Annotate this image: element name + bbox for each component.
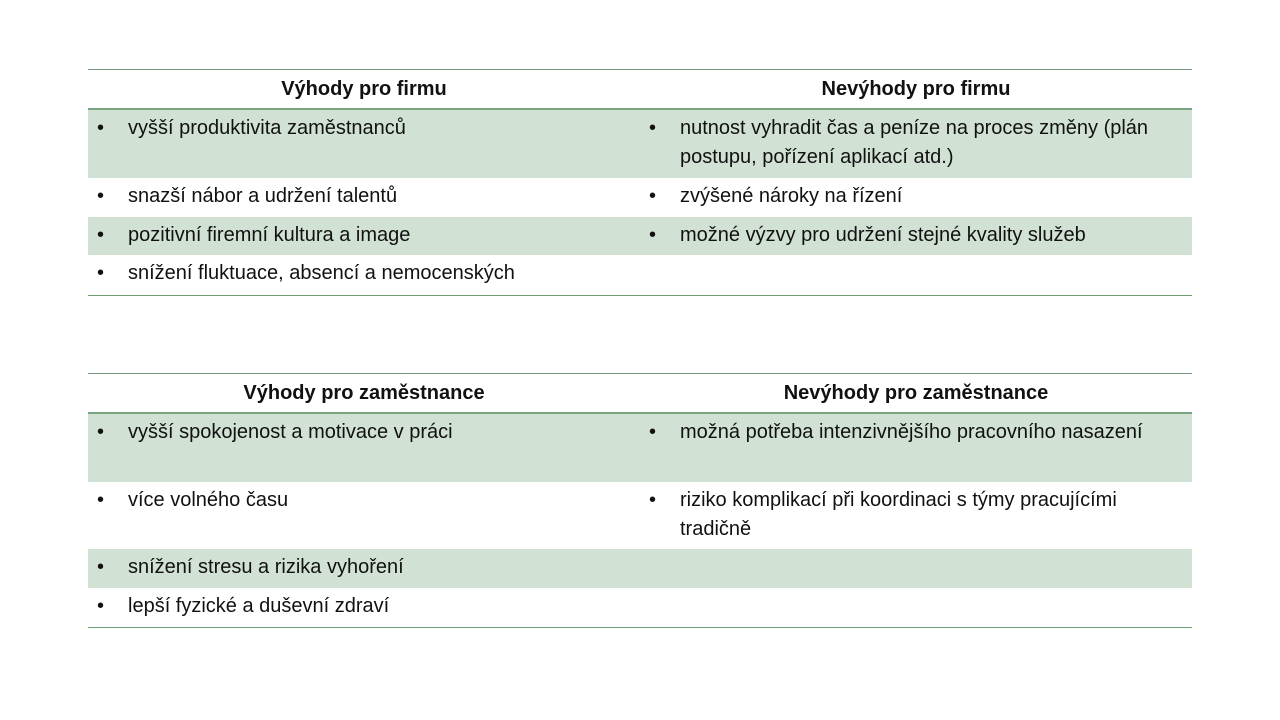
table-cell: • lepší fyzické a duševní zdraví — [88, 588, 640, 628]
bullet-icon: • — [97, 556, 105, 578]
list-item: • lepší fyzické a duševní zdraví — [88, 588, 640, 621]
list-item: • více volného času — [88, 482, 640, 515]
table-row: • lepší fyzické a duševní zdraví — [88, 588, 1192, 628]
table-row: • pozitivní firemní kultura a image • možné… — [88, 217, 1192, 255]
list-item-text: možná potřeba intenzivnějšího pracovního… — [680, 421, 1143, 443]
list-item: • vyšší spokojenost a motivace v práci — [88, 414, 640, 447]
table-cell — [640, 255, 1192, 296]
column-header-cons: Nevýhody pro zaměstnance — [640, 373, 1192, 414]
table-row: • snížení fluktuace, absencí a nemocenský… — [88, 255, 1192, 296]
list-item-text: vyšší produktivita zaměstnanců — [128, 117, 406, 139]
list-item-text: více volného času — [128, 489, 289, 511]
table-cell: • vyšší spokojenost a motivace v práci — [88, 413, 640, 482]
table-row: • více volného času • riziko komplikací při… — [88, 482, 1192, 549]
table-row: • vyšší produktivita zaměstnanců • nutnost … — [88, 109, 1192, 178]
table-row: • snazší nábor a udržení talentů • zvýšené … — [88, 178, 1192, 217]
list-item: • nutnost vyhradit čas a peníze na proces… — [640, 110, 1192, 172]
column-header-pros: Výhody pro firmu — [88, 69, 640, 110]
list-item-text: riziko komplikací při koordinaci s týmy … — [680, 489, 1117, 540]
column-header-pros: Výhody pro zaměstnance — [88, 373, 640, 414]
table-cell: • pozitivní firemní kultura a image — [88, 217, 640, 255]
list-item-text: snížení stresu a rizika vyhoření — [128, 556, 404, 578]
bullet-icon: • — [97, 262, 105, 284]
list-item: • snížení stresu a rizika vyhoření — [88, 549, 640, 582]
table-cell: • snazší nábor a udržení talentů — [88, 178, 640, 217]
table-cell: • více volného času — [88, 482, 640, 549]
bullet-icon: • — [97, 224, 105, 246]
list-item-text: zvýšené nároky na řízení — [680, 185, 903, 207]
bullet-icon: • — [649, 489, 657, 511]
header-row: Výhody pro zaměstnance Nevýhody pro zaměs… — [88, 373, 1192, 414]
header-row: Výhody pro firmu Nevýhody pro firmu — [88, 69, 1192, 110]
bullet-icon: • — [97, 489, 105, 511]
list-item-text: pozitivní firemní kultura a image — [128, 224, 411, 246]
list-item-text: možné výzvy pro udržení stejné kvality s… — [680, 224, 1086, 246]
column-header-cons: Nevýhody pro firmu — [640, 69, 1192, 110]
bullet-icon: • — [97, 185, 105, 207]
list-item: • riziko komplikací při koordinaci s týmy… — [640, 482, 1192, 544]
list-item: • snazší nábor a udržení talentů — [88, 178, 640, 211]
bullet-icon: • — [649, 224, 657, 246]
list-item: • vyšší produktivita zaměstnanců — [88, 110, 640, 143]
list-item: • pozitivní firemní kultura a image — [88, 217, 640, 250]
list-item: • možná potřeba intenzivnějšího pracovníh… — [640, 414, 1192, 447]
table-cell — [640, 588, 1192, 628]
table-cell — [640, 549, 1192, 588]
list-item-text: nutnost vyhradit čas a peníze na proces … — [680, 117, 1149, 168]
list-item-text: lepší fyzické a duševní zdraví — [128, 595, 390, 617]
table-cell: • možné výzvy pro udržení stejné kvality … — [640, 217, 1192, 255]
bullet-icon: • — [649, 421, 657, 443]
table-cell: • zvýšené nároky na řízení — [640, 178, 1192, 217]
bullet-icon: • — [649, 117, 657, 139]
bullet-icon: • — [97, 421, 105, 443]
table-cell: • snížení stresu a rizika vyhoření — [88, 549, 640, 588]
table-row: • vyšší spokojenost a motivace v práci • mo… — [88, 413, 1192, 482]
bullet-icon: • — [649, 185, 657, 207]
table-cell: • vyšší produktivita zaměstnanců — [88, 109, 640, 178]
list-item: • snížení fluktuace, absencí a nemocenský… — [88, 255, 640, 288]
company-pros-cons-table: Výhody pro firmu Nevýhody pro firmu • vyšší… — [88, 69, 1192, 296]
table-cell: • nutnost vyhradit čas a peníze na proces… — [640, 109, 1192, 178]
employee-pros-cons-table: Výhody pro zaměstnance Nevýhody pro zaměs… — [88, 373, 1192, 628]
table-cell: • snížení fluktuace, absencí a nemocenský… — [88, 255, 640, 296]
list-item-text: snížení fluktuace, absencí a nemocenskýc… — [128, 262, 515, 284]
table-cell: • možná potřeba intenzivnějšího pracovníh… — [640, 413, 1192, 482]
list-item: • zvýšené nároky na řízení — [640, 178, 1192, 211]
list-item-text: snazší nábor a udržení talentů — [128, 185, 398, 207]
table-cell: • riziko komplikací při koordinaci s týmy… — [640, 482, 1192, 549]
list-item-text: vyšší spokojenost a motivace v práci — [128, 421, 453, 443]
bullet-icon: • — [97, 117, 105, 139]
list-item: • možné výzvy pro udržení stejné kvality … — [640, 217, 1192, 250]
table-row: • snížení stresu a rizika vyhoření — [88, 549, 1192, 588]
bullet-icon: • — [97, 595, 105, 617]
